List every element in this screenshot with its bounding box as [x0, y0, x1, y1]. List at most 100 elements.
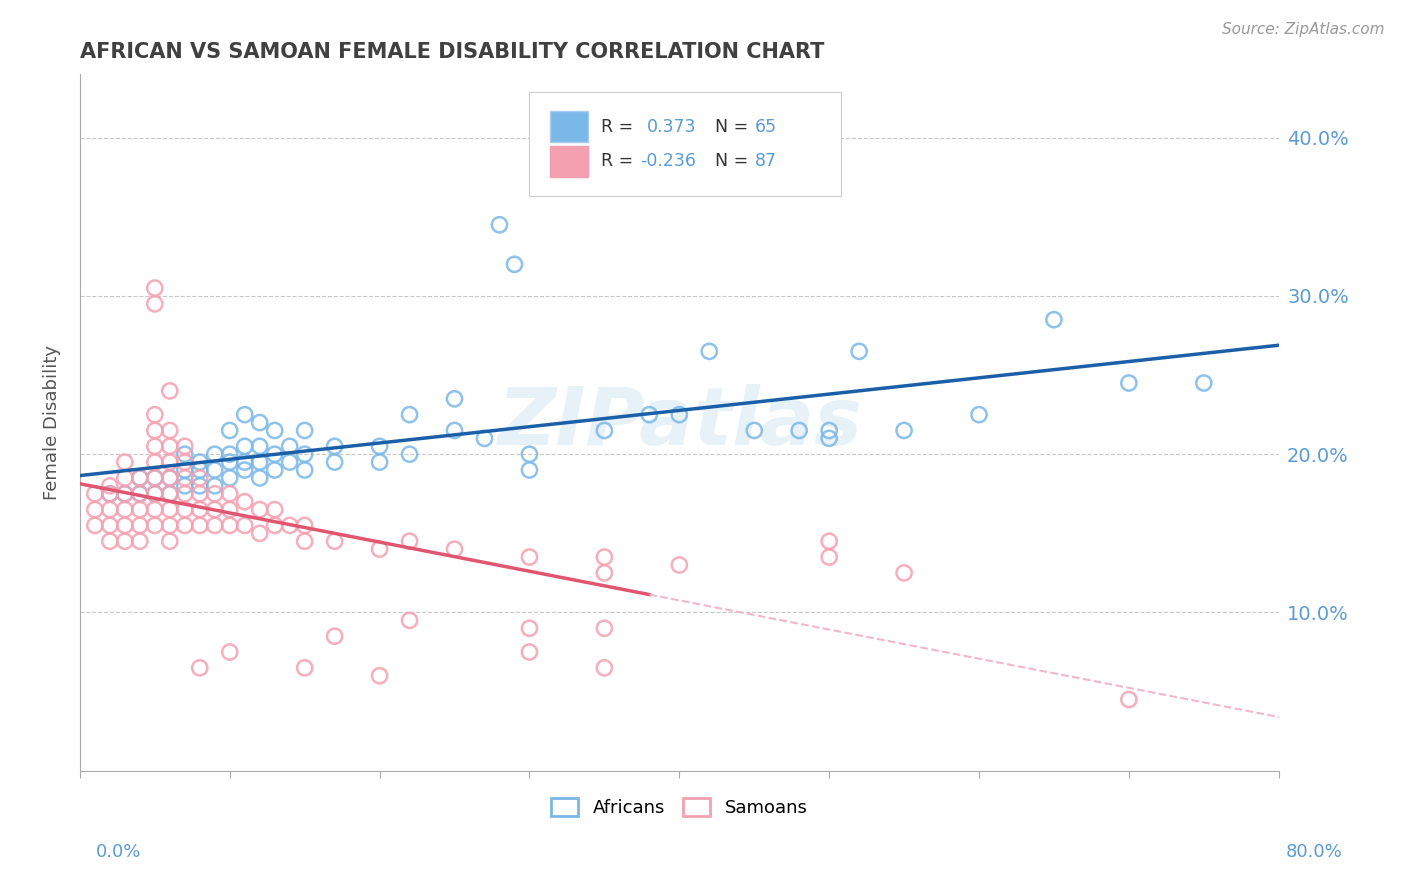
Point — [218, 471, 240, 485]
Point — [159, 424, 181, 438]
Point — [143, 502, 166, 516]
Point — [323, 534, 346, 549]
Point — [128, 471, 150, 485]
Point — [818, 550, 841, 565]
Point — [128, 518, 150, 533]
Point — [159, 471, 181, 485]
Point — [474, 431, 496, 445]
Point — [159, 502, 181, 516]
FancyBboxPatch shape — [550, 145, 588, 178]
Point — [159, 534, 181, 549]
Point — [159, 471, 181, 485]
Point — [83, 518, 105, 533]
Point — [593, 550, 616, 565]
Point — [323, 629, 346, 643]
Point — [159, 518, 181, 533]
Text: 0.373: 0.373 — [647, 118, 696, 136]
Point — [98, 487, 121, 501]
Point — [188, 471, 211, 485]
Point — [204, 487, 226, 501]
Text: R =: R = — [602, 153, 640, 170]
Point — [83, 502, 105, 516]
Point — [668, 408, 690, 422]
Point — [398, 534, 420, 549]
Text: Source: ZipAtlas.com: Source: ZipAtlas.com — [1222, 22, 1385, 37]
Point — [519, 645, 541, 659]
Point — [443, 424, 465, 438]
Point — [668, 558, 690, 572]
Point — [294, 424, 316, 438]
Text: R =: R = — [602, 118, 644, 136]
Point — [233, 463, 256, 477]
Point — [159, 455, 181, 469]
Point — [233, 408, 256, 422]
Point — [218, 518, 240, 533]
FancyBboxPatch shape — [550, 111, 588, 143]
Point — [323, 439, 346, 453]
Point — [519, 621, 541, 635]
Point — [249, 471, 271, 485]
Point — [1118, 692, 1140, 706]
Point — [787, 424, 810, 438]
Point — [98, 502, 121, 516]
Point — [398, 408, 420, 422]
Point — [818, 431, 841, 445]
Point — [128, 471, 150, 485]
Point — [159, 487, 181, 501]
Point — [368, 455, 391, 469]
Point — [98, 518, 121, 533]
Point — [98, 487, 121, 501]
Point — [173, 471, 195, 485]
Point — [233, 494, 256, 508]
Point — [443, 542, 465, 557]
Point — [218, 447, 240, 461]
Point — [263, 424, 285, 438]
Point — [114, 487, 136, 501]
Point — [278, 518, 301, 533]
Text: N =: N = — [716, 153, 754, 170]
Point — [893, 424, 915, 438]
Point — [249, 502, 271, 516]
Point — [159, 487, 181, 501]
Point — [294, 661, 316, 675]
Point — [143, 424, 166, 438]
Point — [114, 487, 136, 501]
FancyBboxPatch shape — [530, 92, 841, 196]
Point — [114, 502, 136, 516]
Point — [249, 416, 271, 430]
Point — [114, 471, 136, 485]
Point — [173, 479, 195, 493]
Point — [143, 471, 166, 485]
Point — [188, 661, 211, 675]
Point — [188, 479, 211, 493]
Point — [593, 424, 616, 438]
Point — [143, 281, 166, 295]
Point — [1192, 376, 1215, 390]
Point — [443, 392, 465, 406]
Text: AFRICAN VS SAMOAN FEMALE DISABILITY CORRELATION CHART: AFRICAN VS SAMOAN FEMALE DISABILITY CORR… — [80, 42, 824, 62]
Legend: Africans, Samoans: Africans, Samoans — [544, 790, 814, 824]
Point — [233, 518, 256, 533]
Point — [173, 463, 195, 477]
Point — [893, 566, 915, 580]
Text: -0.236: -0.236 — [640, 153, 696, 170]
Point — [159, 384, 181, 398]
Text: N =: N = — [716, 118, 754, 136]
Point — [188, 487, 211, 501]
Point — [173, 439, 195, 453]
Point — [143, 471, 166, 485]
Text: 80.0%: 80.0% — [1286, 843, 1343, 861]
Point — [519, 550, 541, 565]
Point — [114, 518, 136, 533]
Point — [188, 502, 211, 516]
Point — [818, 534, 841, 549]
Point — [503, 257, 526, 271]
Point — [143, 487, 166, 501]
Point — [323, 455, 346, 469]
Point — [1043, 312, 1066, 326]
Point — [218, 424, 240, 438]
Point — [368, 439, 391, 453]
Point — [98, 479, 121, 493]
Point — [114, 534, 136, 549]
Point — [114, 455, 136, 469]
